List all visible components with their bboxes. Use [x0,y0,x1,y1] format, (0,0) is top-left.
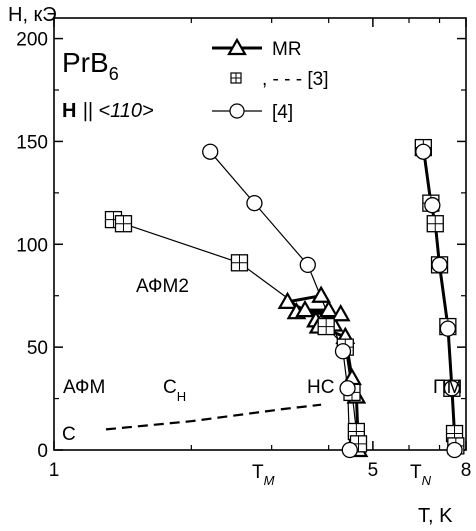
phase-ch-label: CH [163,377,186,404]
marker-ref4 [339,380,356,397]
phase-c-label: C [62,424,76,445]
legend-ref3-label: , - - - [3] [262,69,329,90]
phase-ch-main: C [163,377,177,398]
field-vector: H [62,100,76,122]
tm-label: TM [252,462,275,488]
marker-ref4 [341,441,358,459]
marker-ref3 [114,215,133,233]
y-tick-label: 50 [27,338,48,359]
y-tick-label: 100 [16,235,48,256]
legend-mr-label: MR [272,39,302,60]
marker-ref4 [246,194,263,212]
series-markers [104,138,465,459]
phase-pm-label: ПМ [433,377,462,398]
marker-ref3 [317,317,335,336]
phase-ns-label: НС [307,377,334,398]
marker-mr [311,285,331,303]
field-orientation: || <110> [82,100,153,122]
marker-mr [277,291,298,309]
phase-afm-label: АФМ [63,377,105,398]
legend-ref4-label: [4] [272,102,293,123]
legend: MR , - - - [3] [4] [212,37,329,123]
marker-ref4_ns [443,380,461,397]
field-orientation-label: H || <110> [62,100,154,122]
marker-ref4 [334,343,352,360]
series-line-ref3_dashed [105,403,322,431]
tn-label: TN [410,462,432,488]
compound-formula: PrB [62,47,109,78]
y-axis-label: H, кЭ [8,4,57,26]
marker-ref4_ns [415,143,432,160]
grid-frame [53,17,467,451]
compound-label: PrB6 [62,47,119,84]
phase-afm2-label: АФМ2 [136,276,189,297]
plot-frame [53,17,467,451]
tn-sub: N [422,473,432,488]
y-tick-label: 150 [16,132,48,153]
marker-ref4_ns [431,256,448,274]
marker-ref3_ns [426,215,444,233]
marker-ref4_ns [424,197,441,214]
x-axis-label: T, K [418,505,453,527]
tn-main: T [410,462,422,483]
compound-subscript: 6 [109,64,119,84]
x-tick-label: 1 [49,460,60,481]
marker-ref4 [202,143,219,160]
marker-ref4 [299,256,316,274]
series-lines [105,147,458,451]
x-tick-label: 8 [461,460,472,481]
series-line-ref3_ns [421,147,458,447]
marker-mr [318,299,339,318]
legend-mr-marker [227,37,247,56]
marker-ref4_ns [446,441,463,459]
axis-ticks: 0 50 100 150 200 1 5 8 [16,18,471,481]
marker-mr [295,299,315,318]
legend-ref4-marker [229,103,245,119]
tm-sub: M [264,473,275,488]
x-tick-label: 5 [368,460,379,481]
marker-ref4_ns [439,320,457,337]
y-tick-label: 200 [16,30,48,51]
marker-ref3 [230,254,249,272]
phase-ch-sub: H [177,389,186,404]
y-tick-label: 0 [37,441,48,462]
tm-main: T [252,462,264,483]
marker-mr [330,304,351,322]
